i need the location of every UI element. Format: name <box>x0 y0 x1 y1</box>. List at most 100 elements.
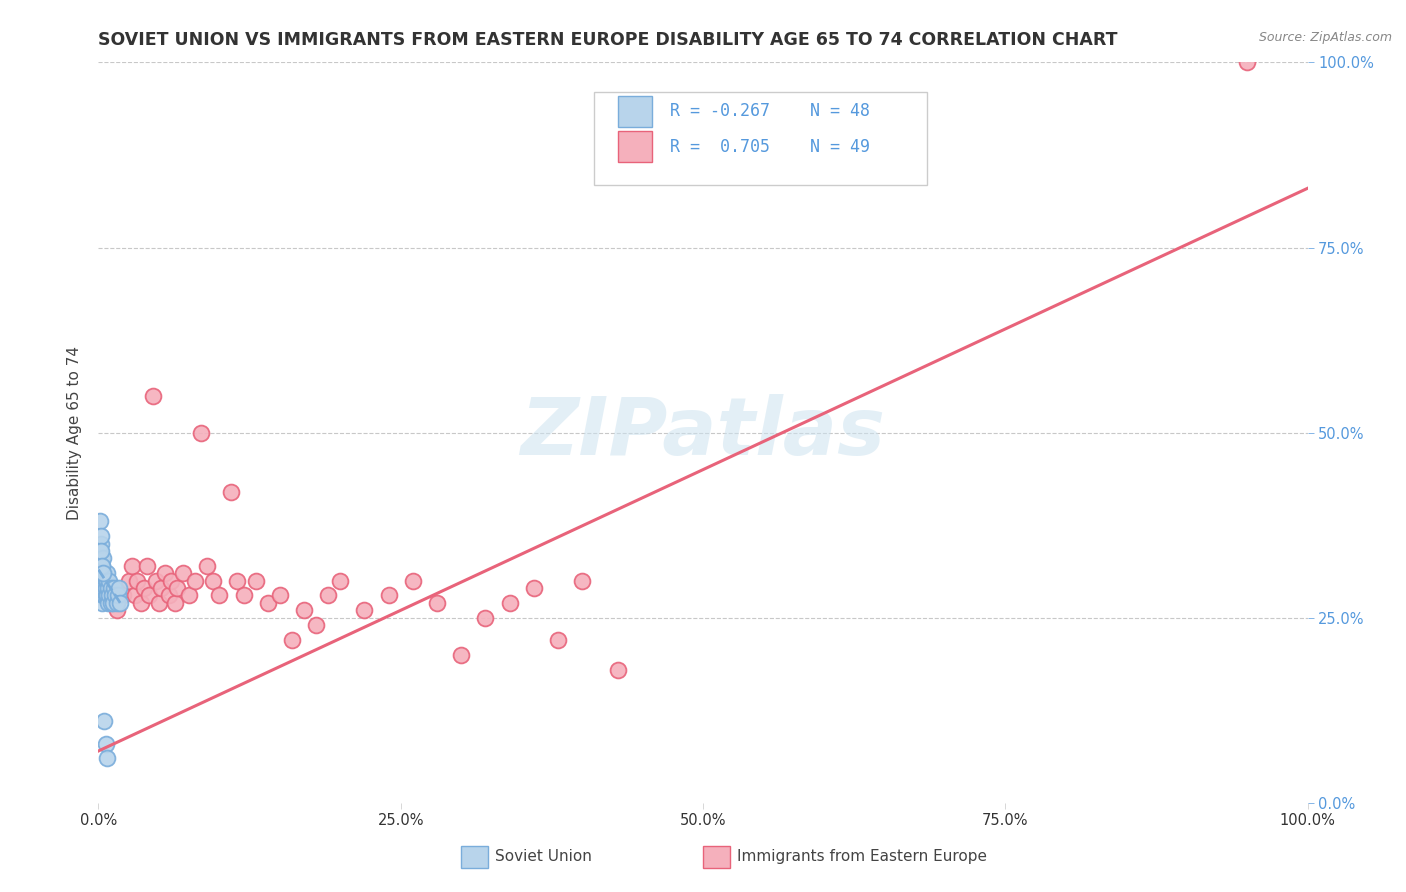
Point <box>96 566 118 581</box>
Point <box>127 574 149 588</box>
Point <box>153 566 176 581</box>
Point <box>97 581 120 595</box>
Point <box>226 574 249 588</box>
Point <box>93 581 115 595</box>
Point <box>195 558 218 573</box>
Text: Immigrants from Eastern Europe: Immigrants from Eastern Europe <box>737 849 987 864</box>
Point <box>96 589 118 603</box>
Point <box>111 589 134 603</box>
Bar <box>619 95 652 127</box>
Point <box>402 574 425 588</box>
Point <box>142 388 165 402</box>
Point <box>571 574 593 588</box>
Point <box>90 544 112 558</box>
Point <box>93 714 115 729</box>
Point <box>96 751 118 765</box>
Point <box>498 596 520 610</box>
Point <box>208 589 231 603</box>
Point <box>93 589 115 603</box>
Point <box>98 574 121 588</box>
Point <box>523 581 546 595</box>
Point <box>105 596 128 610</box>
Point <box>221 484 243 499</box>
Point <box>138 589 160 603</box>
Point <box>353 603 375 617</box>
Point <box>93 574 115 588</box>
Point <box>94 737 117 751</box>
Bar <box>461 846 488 868</box>
Point <box>202 574 225 588</box>
Point <box>90 566 112 581</box>
Point <box>190 425 212 440</box>
Point <box>91 574 114 588</box>
Point <box>269 589 291 603</box>
Text: Source: ZipAtlas.com: Source: ZipAtlas.com <box>1258 31 1392 45</box>
Point <box>91 566 114 581</box>
Point <box>108 581 131 595</box>
Y-axis label: Disability Age 65 to 74: Disability Age 65 to 74 <box>67 345 83 520</box>
Point <box>90 529 112 543</box>
Point <box>163 596 186 610</box>
Point <box>135 558 157 573</box>
Point <box>107 589 129 603</box>
Bar <box>619 131 652 162</box>
Point <box>245 574 267 588</box>
Point <box>256 596 278 610</box>
Point <box>426 596 449 610</box>
Point <box>90 536 112 550</box>
Point <box>129 596 152 610</box>
Point <box>91 589 114 603</box>
FancyBboxPatch shape <box>595 92 927 185</box>
Text: R =  0.705    N = 49: R = 0.705 N = 49 <box>671 138 870 156</box>
Point <box>103 581 125 595</box>
Point <box>1236 55 1258 70</box>
Text: Soviet Union: Soviet Union <box>495 849 592 864</box>
Point <box>94 589 117 603</box>
Point <box>105 603 128 617</box>
Point <box>292 603 315 617</box>
Point <box>91 558 114 573</box>
Point <box>91 574 114 588</box>
Point <box>89 574 111 588</box>
Point <box>377 589 399 603</box>
Point <box>121 558 143 573</box>
Point <box>172 566 194 581</box>
Bar <box>703 846 730 868</box>
Point <box>145 574 167 588</box>
Point <box>91 589 114 603</box>
Point <box>100 589 122 603</box>
Point <box>166 581 188 595</box>
Point <box>91 581 114 595</box>
Text: R = -0.267    N = 48: R = -0.267 N = 48 <box>671 103 870 120</box>
Point <box>90 551 112 566</box>
Point <box>316 589 339 603</box>
Text: ZIPatlas: ZIPatlas <box>520 393 886 472</box>
Point <box>179 589 201 603</box>
Point <box>124 589 146 603</box>
Point <box>108 596 131 610</box>
Point <box>94 574 117 588</box>
Point <box>450 648 472 662</box>
Point <box>93 566 115 581</box>
Point <box>184 574 207 588</box>
Point <box>89 558 111 573</box>
Point <box>101 596 124 610</box>
Point <box>232 589 254 603</box>
Point <box>148 596 170 610</box>
Point <box>94 581 117 595</box>
Point <box>98 589 121 603</box>
Point <box>91 566 114 581</box>
Point <box>100 596 122 610</box>
Text: SOVIET UNION VS IMMIGRANTS FROM EASTERN EUROPE DISABILITY AGE 65 TO 74 CORRELATI: SOVIET UNION VS IMMIGRANTS FROM EASTERN … <box>98 31 1118 49</box>
Point <box>91 596 114 610</box>
Point <box>89 544 111 558</box>
Point <box>329 574 352 588</box>
Point <box>607 663 630 677</box>
Point <box>96 574 118 588</box>
Point <box>305 618 328 632</box>
Point <box>89 515 111 529</box>
Point <box>91 551 114 566</box>
Point <box>134 581 156 595</box>
Point <box>157 589 180 603</box>
Point <box>90 581 112 595</box>
